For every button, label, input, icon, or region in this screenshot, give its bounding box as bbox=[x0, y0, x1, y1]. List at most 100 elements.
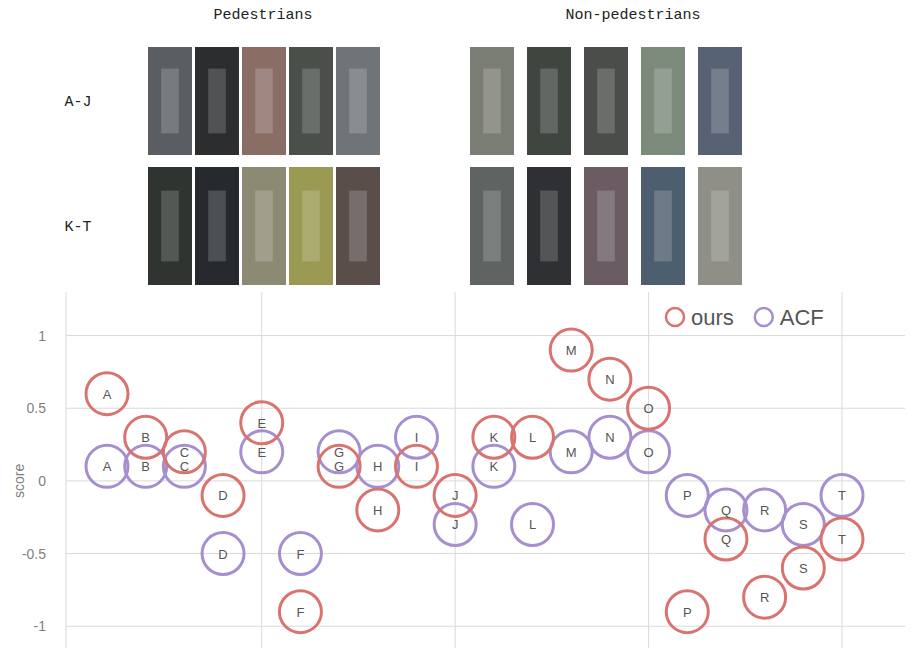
image-patch bbox=[195, 167, 239, 285]
point-label: T bbox=[838, 488, 846, 503]
point-label: Q bbox=[721, 532, 731, 547]
column-title: Non-pedestrians bbox=[565, 7, 700, 24]
image-patch bbox=[527, 47, 571, 155]
image-patch bbox=[289, 47, 333, 155]
point-label: D bbox=[218, 547, 227, 562]
labels: ABCDEFGHIJKLMNOPQRSTABCDEFGHIJKLMNOPQRST bbox=[103, 343, 846, 620]
image-patch-detail bbox=[161, 69, 179, 134]
point bbox=[279, 591, 321, 633]
image-patch-detail bbox=[711, 69, 729, 134]
image-patch-detail bbox=[255, 191, 273, 262]
grid-line bbox=[66, 626, 905, 627]
point-label: O bbox=[644, 401, 654, 416]
image-patch-detail bbox=[540, 191, 558, 262]
grid-line-x bbox=[842, 292, 843, 648]
point bbox=[473, 416, 515, 458]
image-patch bbox=[336, 47, 380, 155]
grid-line bbox=[66, 408, 905, 409]
image-patch-detail bbox=[654, 69, 672, 134]
point-label: A bbox=[103, 459, 112, 474]
point bbox=[86, 445, 128, 487]
point-label: F bbox=[296, 605, 304, 620]
image-patch bbox=[470, 47, 514, 155]
point-label: Q bbox=[721, 503, 731, 518]
y-tick-label: 1 bbox=[38, 328, 46, 344]
point-label: L bbox=[529, 517, 536, 532]
point bbox=[589, 358, 631, 400]
grid-line bbox=[66, 480, 905, 481]
point bbox=[202, 474, 244, 516]
point-label: P bbox=[683, 488, 692, 503]
row-label: A-J bbox=[64, 94, 91, 111]
point bbox=[628, 387, 670, 429]
point bbox=[550, 431, 592, 473]
legend-label: ours bbox=[691, 305, 734, 330]
y-tick-label: -0.5 bbox=[22, 546, 46, 562]
marks bbox=[86, 329, 863, 633]
image-patch-detail bbox=[349, 191, 367, 262]
y-tick-label: -1 bbox=[34, 618, 47, 634]
image-patch-detail bbox=[540, 69, 558, 134]
point-label: N bbox=[605, 372, 614, 387]
image-patch-detail bbox=[483, 191, 501, 262]
point-label: K bbox=[490, 459, 499, 474]
image-patch bbox=[148, 47, 192, 155]
legend-item: ours bbox=[666, 305, 734, 330]
point-label: C bbox=[180, 445, 189, 460]
point bbox=[357, 489, 399, 531]
point-label: M bbox=[566, 445, 577, 460]
legend-label: ACF bbox=[780, 305, 824, 330]
row-label: K-T bbox=[64, 219, 91, 236]
point bbox=[434, 474, 476, 516]
point-label: R bbox=[760, 590, 769, 605]
image-patch-detail bbox=[208, 69, 226, 134]
point bbox=[512, 503, 554, 545]
point bbox=[279, 533, 321, 575]
point-label: K bbox=[490, 430, 499, 445]
point-label: E bbox=[257, 416, 266, 431]
legend: ours ACF bbox=[666, 305, 824, 330]
point-label: H bbox=[373, 459, 382, 474]
image-patch-detail bbox=[255, 69, 273, 134]
point bbox=[705, 518, 747, 560]
point bbox=[202, 533, 244, 575]
point-label: O bbox=[644, 445, 654, 460]
image-patch bbox=[527, 167, 571, 285]
image-patch bbox=[470, 167, 514, 285]
point-label: T bbox=[838, 532, 846, 547]
point-label: N bbox=[605, 430, 614, 445]
point-label: I bbox=[415, 430, 419, 445]
image-patch bbox=[584, 47, 628, 155]
point bbox=[821, 518, 863, 560]
y-axis-title: score bbox=[11, 464, 27, 498]
point-label: G bbox=[334, 459, 344, 474]
image-patch-detail bbox=[597, 191, 615, 262]
grid-line bbox=[66, 553, 905, 554]
grid-line-x bbox=[261, 292, 262, 648]
point bbox=[744, 576, 786, 618]
image-patch-detail bbox=[161, 191, 179, 262]
image-patch-detail bbox=[711, 191, 729, 262]
point-label: L bbox=[529, 430, 536, 445]
point bbox=[744, 489, 786, 531]
point-label: E bbox=[257, 445, 266, 460]
grid-line-x bbox=[648, 292, 649, 648]
point bbox=[318, 445, 360, 487]
point bbox=[782, 547, 824, 589]
point bbox=[589, 416, 631, 458]
point-label: B bbox=[141, 459, 150, 474]
image-patch-detail bbox=[349, 69, 367, 134]
point bbox=[86, 373, 128, 415]
image-patch-detail bbox=[654, 191, 672, 262]
point bbox=[628, 431, 670, 473]
figure: PedestriansNon-pedestriansA-JK-T-1-0.500… bbox=[0, 0, 911, 651]
point bbox=[241, 402, 283, 444]
image-patch-detail bbox=[597, 69, 615, 134]
y-axis-line bbox=[66, 292, 67, 648]
image-patch bbox=[698, 47, 742, 155]
point bbox=[512, 416, 554, 458]
point bbox=[395, 445, 437, 487]
image-patch bbox=[289, 167, 333, 285]
image-patch bbox=[698, 167, 742, 285]
image-patch bbox=[242, 47, 286, 155]
